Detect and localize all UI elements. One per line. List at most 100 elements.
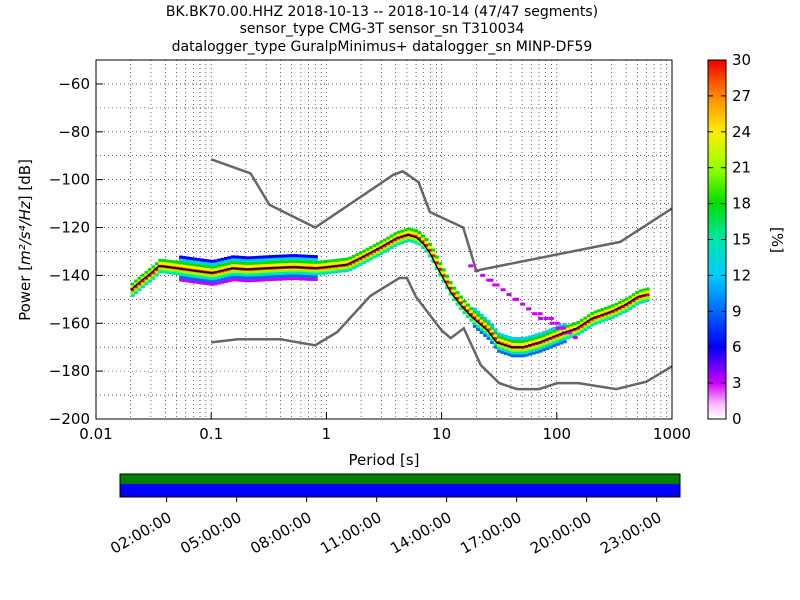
density-cell — [237, 275, 242, 279]
density-cell — [165, 270, 170, 274]
density-cell — [262, 269, 267, 273]
density-cell — [296, 277, 301, 281]
density-cell — [465, 306, 470, 310]
density-cell — [555, 337, 560, 341]
density-cell — [220, 263, 225, 267]
density-cell — [338, 258, 343, 262]
density-cell — [172, 263, 177, 267]
density-cell — [272, 263, 277, 267]
density-cell — [493, 334, 498, 338]
density-cell — [358, 251, 363, 255]
density-cell — [638, 300, 643, 304]
density-cell — [452, 298, 457, 302]
plot-frame — [95, 59, 673, 420]
density-cell — [389, 243, 394, 247]
density-cell — [223, 262, 228, 266]
density-cell — [483, 319, 488, 323]
outlier-cell — [526, 307, 532, 311]
density-cell — [417, 242, 422, 246]
density-cell — [358, 259, 363, 263]
density-cell — [631, 298, 636, 302]
density-cell — [175, 260, 180, 264]
density-cell — [313, 278, 318, 282]
density-cell — [642, 297, 647, 301]
density-cell — [296, 274, 301, 278]
noise-model-nhnm — [210, 158, 673, 273]
density-cell — [255, 255, 260, 259]
density-cell — [137, 279, 142, 283]
density-cell — [165, 268, 170, 272]
density-cell — [196, 281, 201, 285]
density-cell — [617, 300, 622, 304]
density-cell — [196, 260, 201, 264]
density-cell — [427, 242, 432, 246]
density-cell — [348, 259, 353, 263]
density-cell — [414, 237, 419, 241]
density-cell — [393, 235, 398, 239]
density-cell — [617, 309, 622, 313]
density-cell — [393, 232, 398, 236]
density-cell — [320, 269, 325, 273]
density-cell — [573, 330, 578, 334]
density-cell — [517, 339, 522, 343]
density-cell — [351, 254, 356, 258]
x-tick-label: 10 — [432, 425, 451, 443]
colorbar-tick-label: 30 — [732, 51, 751, 69]
density-cell — [251, 258, 256, 262]
density-cell — [441, 271, 446, 275]
density-cell — [279, 274, 284, 278]
density-cell — [386, 236, 391, 240]
density-cell — [275, 277, 280, 281]
density-cell — [358, 254, 363, 258]
density-cell — [251, 276, 256, 280]
density-cell — [141, 279, 146, 283]
density-cell — [348, 265, 353, 269]
density-cell — [490, 332, 495, 336]
density-cell — [600, 307, 605, 311]
density-cell — [265, 263, 270, 267]
y-tick-label: −140 — [49, 266, 90, 284]
density-cell — [279, 257, 284, 261]
density-cell — [275, 269, 280, 273]
density-cell — [237, 264, 242, 268]
density-cell — [479, 322, 484, 326]
density-cell — [134, 279, 139, 283]
density-cell — [151, 273, 156, 277]
density-cell — [517, 348, 522, 352]
density-cell — [621, 310, 626, 314]
density-cell — [310, 269, 315, 273]
density-cell — [521, 339, 526, 343]
density-cell — [203, 261, 208, 265]
density-cell — [400, 241, 405, 245]
density-cell — [262, 278, 267, 282]
density-cell — [486, 322, 491, 326]
density-cell — [223, 257, 228, 261]
outlier-cell — [538, 316, 544, 320]
density-cell — [265, 261, 270, 265]
timeline-ticks: 02:00:00 05:00:00 08:00:00 11:00:00 14:00:00… — [107, 497, 665, 558]
density-cell — [410, 237, 415, 241]
density-cell — [510, 337, 515, 341]
density-cell — [379, 249, 384, 253]
density-cell — [382, 249, 387, 253]
density-cell — [624, 297, 629, 301]
density-cell — [559, 341, 564, 345]
density-cell — [182, 276, 187, 280]
density-cell — [535, 344, 540, 348]
density-cell — [500, 345, 505, 349]
density-cell — [420, 245, 425, 249]
density-cell — [265, 275, 270, 279]
density-cell — [545, 332, 550, 336]
density-cell — [244, 259, 249, 263]
density-cell — [154, 273, 159, 277]
density-cell — [227, 259, 232, 263]
density-cell — [465, 309, 470, 313]
density-cell — [372, 244, 377, 248]
density-cell — [514, 351, 519, 355]
density-cell — [593, 310, 598, 314]
density-cell — [286, 271, 291, 275]
density-cell — [293, 259, 298, 263]
density-cell — [479, 316, 484, 320]
density-cell — [258, 270, 263, 274]
outlier-cell — [506, 293, 512, 297]
